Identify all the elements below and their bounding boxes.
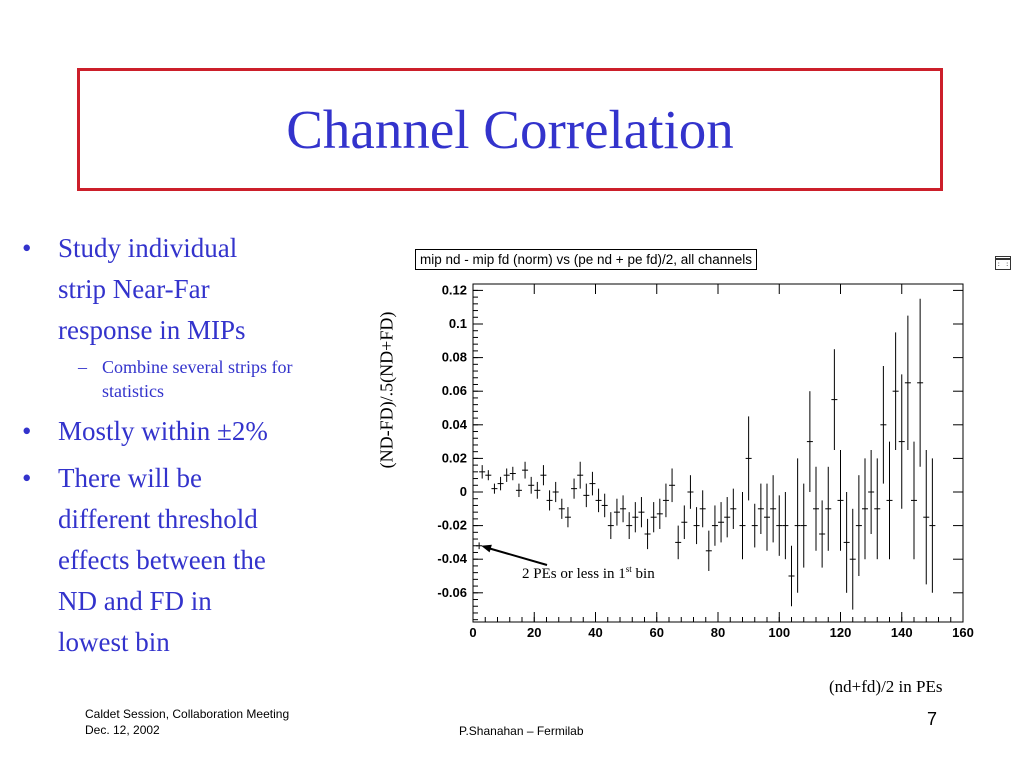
footer-date: Dec. 12, 2002 — [85, 723, 160, 737]
sub-bullet-1: – Combine several strips for statistics — [18, 355, 358, 403]
y-tick-label: 0.02 — [442, 450, 467, 465]
plot-title: mip nd - mip fd (norm) vs (pe nd + pe fd… — [415, 249, 758, 270]
bullet-3-line-3: effects between the — [58, 545, 266, 575]
footer-session: Caldet Session, Collaboration Meeting — [85, 707, 290, 721]
bullet-3: • There will be different threshold effe… — [18, 458, 358, 663]
x-tick-label: 140 — [891, 625, 913, 640]
x-tick-label: 0 — [469, 625, 476, 640]
annotation-text: 2 PEs or less in 1 — [522, 566, 626, 582]
annotation-arrow-head — [481, 544, 492, 553]
bullet-3-line-4: ND and FD in — [58, 586, 212, 616]
x-tick-label: 40 — [588, 625, 602, 640]
bullet-2-text: Mostly within ±2% — [58, 416, 268, 446]
x-tick-label: 160 — [952, 625, 974, 640]
sub-bullet-1-line-1: Combine several strips for — [102, 357, 293, 377]
x-tick-label: 60 — [650, 625, 664, 640]
bullet-2: • Mostly within ±2% — [18, 411, 358, 452]
sub-bullet-1-line-2: statistics — [102, 381, 164, 401]
y-axis-label: (ND-FD)/.5(ND+FD) — [376, 311, 397, 469]
annotation-label: 2 PEs or less in 1st bin — [522, 564, 655, 583]
bullet-1-line-2: strip Near-Far — [58, 274, 210, 304]
page-number: 7 — [927, 709, 938, 729]
y-tick-label: 0.1 — [449, 316, 467, 331]
x-axis-label: (nd+fd)/2 in PEs — [829, 677, 943, 696]
y-tick-label: 0.06 — [442, 383, 467, 398]
bullet-dot-icon: • — [22, 416, 32, 446]
bullet-3-line-5: lowest bin — [58, 627, 170, 657]
annotation-tail: bin — [631, 566, 655, 582]
y-tick-label: 0.04 — [442, 417, 468, 432]
x-tick-label: 100 — [768, 625, 790, 640]
slide-title: Channel Correlation — [286, 99, 734, 160]
y-tick-label: -0.02 — [437, 518, 467, 533]
bullet-3-line-1: There will be — [58, 463, 202, 493]
bullet-1-line-3: response in MIPs — [58, 315, 246, 345]
y-tick-label: -0.06 — [437, 585, 467, 600]
bullet-1: • Study individual strip Near-Far respon… — [18, 228, 358, 351]
y-tick-label: 0.12 — [442, 282, 467, 297]
footer-left: Caldet Session, Collaboration Meeting De… — [85, 706, 289, 738]
x-tick-label: 20 — [527, 625, 541, 640]
bullet-1-line-1: Study individual — [58, 233, 238, 263]
x-tick-label: 120 — [830, 625, 852, 640]
bullet-list: • Study individual strip Near-Far respon… — [18, 228, 358, 663]
bullet-3-line-2: different threshold — [58, 504, 258, 534]
y-tick-label: -0.04 — [437, 551, 467, 566]
bullet-dot-icon: • — [22, 463, 32, 493]
annotation-superscript: st — [625, 564, 632, 574]
bullet-dot-icon: • — [22, 233, 32, 263]
annotation-arrow-line — [486, 546, 548, 566]
y-tick-label: 0.08 — [442, 350, 467, 365]
canvas-menu-icon[interactable]: : : — [995, 256, 1011, 270]
footer-author: P.Shanahan – Fermilab — [459, 724, 584, 738]
x-tick-label: 80 — [711, 625, 725, 640]
dash-icon: – — [78, 357, 87, 377]
title-box: Channel Correlation — [77, 68, 943, 191]
y-tick-label: 0 — [460, 484, 467, 499]
